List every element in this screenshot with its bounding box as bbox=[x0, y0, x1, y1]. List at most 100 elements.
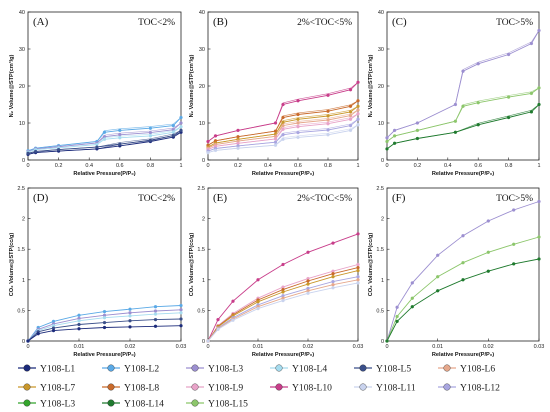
legend-label: Y108-L6 bbox=[460, 363, 495, 374]
panel-label: (B) bbox=[213, 16, 228, 28]
legend-marker bbox=[191, 383, 199, 391]
data-point bbox=[281, 102, 285, 107]
legend: Y108-L1 Y108-L2 Y108-L3 Y108-L4 Y108-L5 Y108-… bbox=[18, 363, 500, 409]
y-tick-label: 0 bbox=[381, 339, 384, 345]
data-point bbox=[148, 130, 153, 135]
data-point bbox=[206, 139, 210, 144]
y-tick-label: 0 bbox=[22, 158, 25, 164]
legend-item: Y108-L15 bbox=[186, 398, 248, 409]
series-y108-l4 bbox=[26, 125, 183, 154]
x-tick-label: 0.8 bbox=[147, 163, 155, 169]
x-tick-label: 0.6 bbox=[116, 163, 124, 169]
data-point bbox=[537, 235, 541, 239]
y-tick-label: 0.5 bbox=[197, 308, 205, 314]
data-point bbox=[461, 261, 465, 265]
data-point bbox=[348, 110, 353, 114]
data-point bbox=[128, 325, 132, 329]
y-tick-label: 1 bbox=[22, 278, 25, 284]
data-point bbox=[326, 122, 330, 126]
y-tick-label: 1.5 bbox=[17, 247, 25, 253]
data-point bbox=[356, 232, 360, 236]
series-y108-l11 bbox=[206, 123, 360, 155]
y-tick-label: 2.5 bbox=[376, 186, 384, 192]
x-tick-label: 0.4 bbox=[85, 163, 93, 169]
legend-label: Y108-L8 bbox=[124, 382, 159, 393]
y-tick-label: 10 bbox=[199, 121, 205, 127]
data-point bbox=[206, 150, 210, 155]
y-axis-label: CO₂ Volume@STP(cc/g) bbox=[189, 233, 195, 297]
y-tick-label: 40 bbox=[199, 10, 205, 16]
data-point bbox=[306, 291, 310, 295]
y-tick-label: 1 bbox=[202, 278, 205, 284]
data-point bbox=[331, 283, 335, 287]
data-point bbox=[392, 134, 397, 138]
series-y108-l2 bbox=[26, 303, 183, 343]
series-y108-l14 bbox=[385, 257, 541, 343]
data-point bbox=[529, 91, 534, 96]
series-line bbox=[27, 305, 182, 342]
data-point bbox=[348, 104, 353, 108]
series-line bbox=[386, 236, 540, 342]
data-point bbox=[281, 133, 285, 137]
legend-marker bbox=[443, 364, 451, 372]
data-point bbox=[453, 130, 458, 134]
legend-marker bbox=[443, 383, 451, 391]
data-point bbox=[179, 115, 183, 120]
data-point bbox=[348, 88, 353, 92]
series-line bbox=[207, 264, 359, 342]
x-tick-label: 0.03 bbox=[176, 344, 187, 350]
data-point bbox=[348, 113, 353, 118]
legend-marker bbox=[359, 364, 367, 372]
data-point bbox=[273, 137, 278, 141]
data-point bbox=[273, 140, 278, 144]
legend-label: Y108-L2 bbox=[124, 363, 159, 374]
data-point bbox=[326, 93, 330, 97]
toc-label: TOC<2% bbox=[138, 194, 175, 204]
series-y108-l11 bbox=[206, 281, 360, 343]
data-point bbox=[410, 305, 414, 309]
y-tick-label: 0 bbox=[202, 339, 205, 345]
series-y108-l1 bbox=[26, 324, 183, 343]
data-point bbox=[537, 28, 541, 33]
series-y108-l14 bbox=[385, 102, 541, 151]
data-point bbox=[179, 317, 183, 321]
x-tick-label: 0.03 bbox=[353, 344, 364, 350]
data-point bbox=[296, 121, 300, 125]
data-point bbox=[213, 148, 218, 153]
data-point bbox=[36, 332, 40, 336]
y-tick-label: 2.5 bbox=[197, 186, 205, 192]
data-point bbox=[512, 242, 516, 246]
data-point bbox=[281, 137, 285, 141]
data-point bbox=[529, 110, 534, 114]
series-line bbox=[386, 258, 540, 342]
y-tick-label: 0.5 bbox=[17, 308, 25, 314]
legend-label: Y108-L11 bbox=[376, 382, 416, 393]
legend-marker bbox=[107, 383, 115, 391]
data-point bbox=[436, 289, 440, 293]
legend-marker bbox=[107, 364, 115, 372]
data-point bbox=[395, 305, 399, 309]
data-point bbox=[56, 147, 61, 152]
data-point bbox=[392, 128, 397, 133]
data-point bbox=[461, 104, 465, 108]
data-point bbox=[410, 281, 414, 285]
legend-label: Y108-L3 bbox=[208, 363, 243, 374]
panel-label: (F) bbox=[392, 192, 406, 204]
data-point bbox=[256, 306, 260, 311]
data-point bbox=[216, 327, 220, 332]
data-point bbox=[77, 322, 81, 327]
data-point bbox=[356, 265, 360, 270]
y-tick-label: 2 bbox=[22, 217, 25, 223]
data-point bbox=[153, 324, 158, 328]
series-line bbox=[27, 312, 182, 342]
data-point bbox=[356, 99, 360, 103]
legend-marker bbox=[191, 399, 199, 407]
data-point bbox=[306, 250, 310, 254]
panel-label: (A) bbox=[33, 16, 49, 28]
x-tick-label: 1 bbox=[537, 163, 540, 169]
x-tick-label: 0.01 bbox=[432, 344, 443, 350]
legend-item: Y108-L8 bbox=[102, 382, 159, 393]
data-point bbox=[148, 138, 153, 143]
toc-label: TOC<2% bbox=[138, 18, 175, 28]
